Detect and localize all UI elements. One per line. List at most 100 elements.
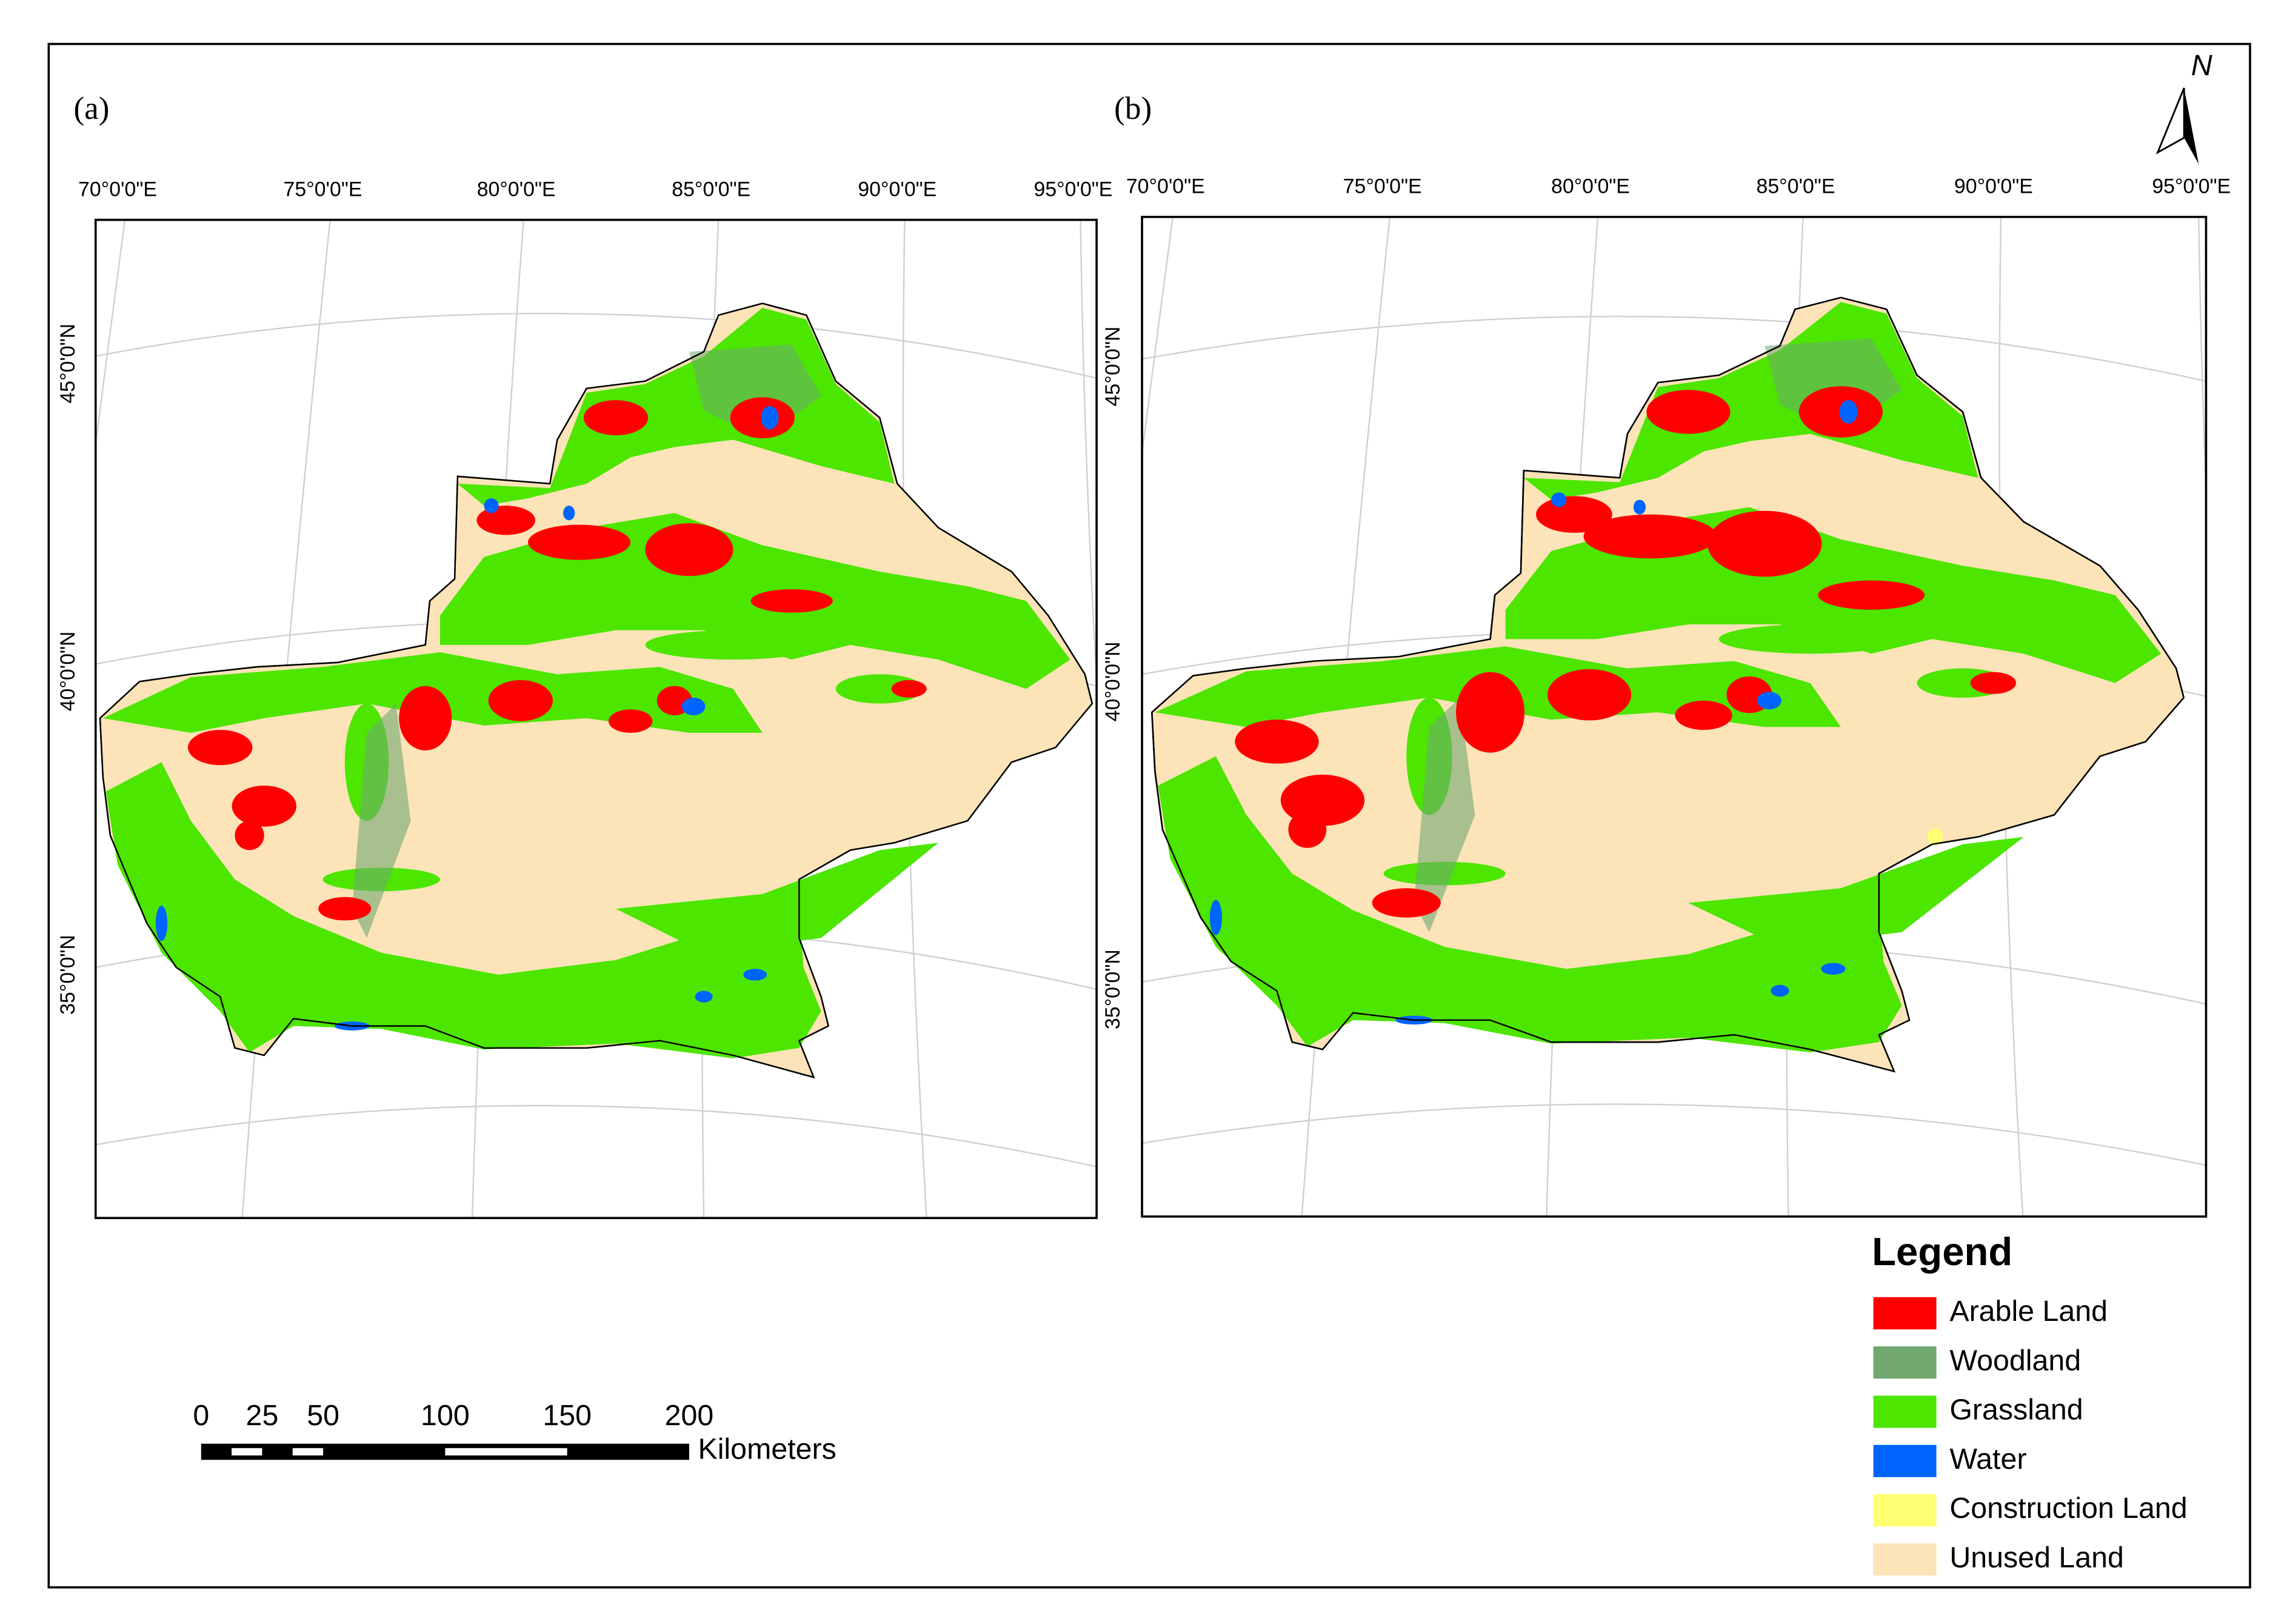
longitude-label: 90°0'0"E [1954, 175, 2033, 198]
north-arrow-left [2155, 87, 2185, 155]
water [743, 969, 767, 981]
legend-label: Grassland [1949, 1394, 2083, 1426]
meridian [1142, 216, 1174, 459]
legend-title: Legend [1872, 1229, 2012, 1274]
longitude-label: 95°0'0"E [1034, 178, 1113, 201]
arable-land [1818, 580, 1925, 610]
arable-land [1455, 672, 1525, 753]
legend-swatch [1873, 1543, 1937, 1576]
woodland [352, 703, 411, 938]
arable-land [1970, 672, 2017, 694]
scale-bar-segment [292, 1448, 324, 1455]
arable-land [645, 523, 733, 576]
scale-tick-label: 200 [665, 1399, 714, 1432]
scale-tick-label: 0 [193, 1399, 209, 1432]
outer-border [47, 42, 2251, 1589]
construction-land [1928, 828, 1943, 846]
panel-frame [94, 218, 1098, 1220]
longitude-label: 90°0'0"E [858, 178, 937, 201]
longitude-label: 85°0'0"E [1757, 175, 1835, 198]
arable-land [527, 524, 631, 560]
arable-land [583, 400, 649, 436]
water [1839, 400, 1858, 424]
arable-land [232, 785, 296, 827]
north-arrow: N [2155, 49, 2212, 164]
parallel [95, 312, 1097, 379]
water [695, 991, 713, 1003]
region-outline [99, 302, 1093, 1078]
legend-swatch [1873, 1297, 1937, 1330]
arable-land [750, 589, 833, 613]
arable-land [891, 680, 927, 698]
water [1633, 500, 1646, 515]
arable-land [1675, 700, 1732, 730]
longitude-label: 95°0'0"E [2152, 175, 2231, 198]
arable-land [1583, 514, 1717, 559]
arable-land [1707, 510, 1822, 577]
water [1771, 984, 1789, 997]
water [1551, 492, 1567, 507]
latitude-label: 40°0'0"N [56, 632, 79, 712]
longitude-label: 75°0'0"E [284, 178, 362, 201]
latitude-label: 35°0'0"N [1101, 949, 1124, 1029]
longitude-label: 80°0'0"E [1551, 175, 1630, 198]
legend-label: Arable Land [1949, 1295, 2108, 1328]
latitude-label: 45°0'0"N [56, 324, 79, 404]
region [1151, 296, 2185, 1073]
map-panel [1142, 216, 2206, 1217]
panel-label: (a) [73, 90, 109, 126]
legend-label: Construction Land [1949, 1492, 2187, 1525]
map-panel [95, 219, 1097, 1218]
arable-land [1646, 390, 1731, 434]
longitude-label: 85°0'0"E [672, 178, 750, 201]
arable-land [235, 821, 264, 850]
legend-swatch [1873, 1346, 1937, 1379]
legend-swatch [1873, 1494, 1937, 1526]
scale-tick-label: 100 [421, 1399, 470, 1432]
meridian [1080, 219, 1097, 693]
woodland [1414, 697, 1475, 932]
latitude-label: 35°0'0"N [56, 935, 79, 1015]
legend-swatch [1873, 1395, 1937, 1428]
longitude-label: 70°0'0"E [1126, 175, 1205, 198]
meridian [2198, 216, 2206, 510]
legend-label: Water [1949, 1443, 2026, 1475]
north-arrow-right [2184, 88, 2199, 164]
water [1209, 900, 1223, 935]
water [155, 906, 168, 941]
arable-land [1372, 888, 1441, 918]
north-label: N [2191, 49, 2212, 82]
water [681, 697, 706, 715]
scale-bar-segment [445, 1448, 567, 1455]
parallel [1142, 1103, 2206, 1166]
arable-land [318, 897, 372, 921]
panel-frame [1141, 216, 2208, 1218]
water [761, 406, 779, 430]
region [99, 302, 1093, 1078]
scale-bar-segment [232, 1448, 262, 1455]
water [1821, 963, 1846, 975]
arable-land [488, 680, 553, 721]
grassland [102, 307, 1070, 733]
water [563, 506, 575, 521]
panel-label: (b) [1114, 90, 1152, 126]
parallel [95, 1104, 1097, 1168]
grassland [105, 762, 938, 1058]
parallel [1142, 315, 2206, 382]
legend-swatch [1873, 1445, 1937, 1477]
grassland [1718, 624, 1902, 654]
grassland [1155, 302, 2161, 727]
longitude-label: 75°0'0"E [1343, 175, 1422, 198]
arable-land [188, 730, 253, 766]
scale-tick-label: 25 [246, 1399, 279, 1432]
arable-land [608, 709, 653, 733]
arable-land [1235, 720, 1319, 764]
grassland [645, 630, 821, 660]
latitude-label: 40°0'0"N [1101, 641, 1124, 721]
arable-land [1547, 669, 1632, 721]
grassland [1158, 756, 2024, 1053]
arable-land [399, 686, 452, 750]
meridian [95, 219, 126, 450]
